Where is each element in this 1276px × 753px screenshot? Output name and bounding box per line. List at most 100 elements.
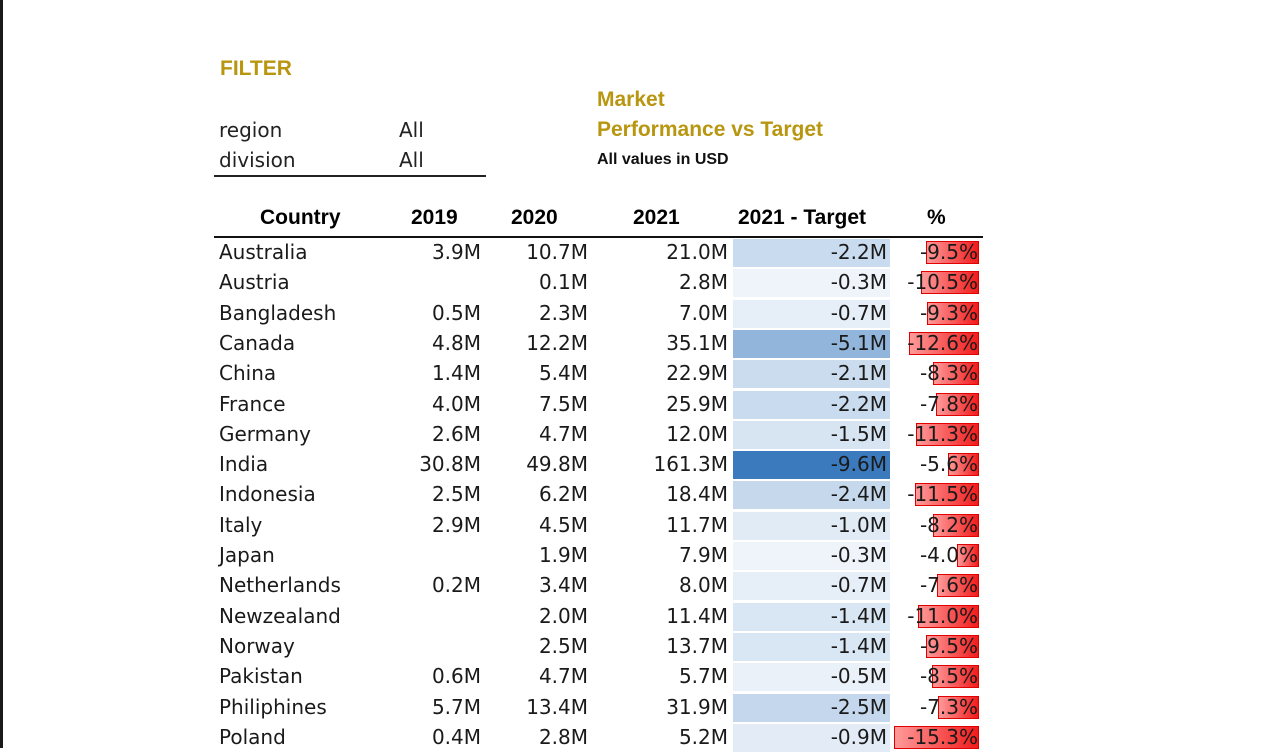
filter-divider: [214, 175, 486, 177]
column-header-country: Country: [260, 206, 341, 229]
cell-pct: -5.6%: [919, 452, 978, 477]
cell-2020: 2.8M: [538, 724, 588, 749]
column-header-2020: 2020: [511, 206, 558, 229]
cell-2019: 3.9M: [431, 240, 481, 264]
cell-pct: -12.6%: [907, 330, 978, 355]
cell-2021: 25.9M: [666, 391, 728, 416]
report-title-line1: Market: [597, 88, 665, 111]
diff-heat-cell: [733, 511, 890, 540]
filter-row-region[interactable]: region All: [219, 118, 449, 146]
cell-pct: -9.3%: [919, 300, 978, 325]
filter-title: FILTER: [220, 57, 292, 80]
cell-2020: 6.2M: [538, 482, 588, 507]
cell-pct: -7.6%: [919, 573, 978, 598]
diff-heat-cell: [733, 420, 890, 449]
diff-heat-cell: [733, 723, 890, 752]
cell-2019: 0.4M: [431, 724, 481, 749]
cell-2020: 5.4M: [538, 361, 588, 386]
cell-2020: 2.5M: [538, 633, 588, 658]
table-row: Italy 2.9M 4.5M 11.7M -1.0M -8.2%: [0, 511, 1000, 541]
column-header-2021: 2021: [633, 206, 680, 229]
pct-data-bar: [947, 453, 979, 477]
cell-country: Netherlands: [219, 573, 341, 598]
cell-2021: 12.0M: [666, 421, 728, 446]
cell-diff: -0.3M: [830, 270, 887, 295]
diff-heat-cell: [733, 390, 890, 419]
cell-diff: -2.2M: [830, 391, 887, 416]
cell-country: France: [219, 391, 286, 416]
table-row: Bangladesh 0.5M 2.3M 7.0M -0.7M -9.3%: [0, 299, 1000, 329]
diff-heat-cell: [733, 269, 890, 298]
cell-diff: -2.4M: [830, 482, 887, 507]
table-row: Japan 1.9M 7.9M -0.3M -4.0%: [0, 541, 1000, 571]
cell-diff: -1.0M: [830, 512, 887, 537]
cell-2020: 4.5M: [538, 512, 588, 537]
cell-2021: 11.7M: [666, 512, 728, 537]
cell-country: Pakistan: [219, 664, 303, 689]
diff-heat-cell: [733, 299, 890, 328]
cell-pct: -4.0%: [919, 543, 978, 567]
diff-heat-cell: [733, 602, 890, 631]
cell-2019: 4.8M: [431, 330, 481, 355]
table-row: Germany 2.6M 4.7M 12.0M -1.5M -11.3%: [0, 420, 1000, 450]
table-row: Pakistan 0.6M 4.7M 5.7M -0.5M -8.5%: [0, 662, 1000, 692]
cell-country: Philiphines: [219, 694, 327, 719]
cell-pct: -9.5%: [919, 240, 978, 264]
cell-diff: -2.5M: [830, 694, 887, 719]
cell-2020: 1.9M: [538, 543, 588, 567]
cell-pct: -11.3%: [907, 421, 978, 446]
cell-2020: 10.7M: [526, 240, 588, 264]
pct-data-bar: [936, 574, 979, 598]
cell-2019: 4.0M: [431, 391, 481, 416]
cell-pct: -11.0%: [907, 603, 978, 628]
filter-row-division[interactable]: division All: [219, 148, 449, 176]
cell-pct: -8.5%: [919, 664, 978, 689]
table-row: Poland 0.4M 2.8M 5.2M -0.9M -15.3%: [0, 723, 1000, 753]
cell-2020: 2.0M: [538, 603, 588, 628]
cell-2020: 2.3M: [538, 300, 588, 325]
cell-country: Austria: [219, 270, 290, 295]
table-row: Norway 2.5M 13.7M -1.4M -9.5%: [0, 632, 1000, 662]
cell-pct: -9.5%: [919, 633, 978, 658]
table-row: Newzealand 2.0M 11.4M -1.4M -11.0%: [0, 602, 1000, 632]
pct-data-bar: [926, 634, 979, 658]
cell-diff: -1.5M: [830, 421, 887, 446]
cell-2020: 49.8M: [526, 452, 588, 477]
cell-2020: 4.7M: [538, 664, 588, 689]
cell-pct: -8.3%: [919, 361, 978, 386]
cell-2021: 13.7M: [666, 633, 728, 658]
cell-country: India: [219, 452, 269, 477]
pct-data-bar: [920, 271, 979, 295]
cell-2020: 12.2M: [526, 330, 588, 355]
table-row: Austria 0.1M 2.8M -0.3M -10.5%: [0, 268, 1000, 298]
filter-value-division[interactable]: All: [399, 148, 424, 172]
pct-data-bar: [915, 483, 979, 507]
diff-heat-cell: [733, 572, 890, 601]
cell-diff: -1.4M: [830, 603, 887, 628]
cell-2021: 8.0M: [678, 573, 728, 598]
cell-country: Newzealand: [219, 603, 341, 628]
cell-diff: -2.2M: [830, 240, 887, 264]
cell-2020: 0.1M: [538, 270, 588, 295]
cell-pct: -8.2%: [919, 512, 978, 537]
table-row: France 4.0M 7.5M 25.9M -2.2M -7.8%: [0, 390, 1000, 420]
diff-heat-cell: [733, 329, 890, 358]
filter-value-region[interactable]: All: [399, 118, 424, 142]
report-title-line2: Performance vs Target: [597, 118, 824, 141]
cell-2021: 5.2M: [678, 724, 728, 749]
cell-diff: -0.9M: [830, 724, 887, 749]
cell-country: Australia: [219, 240, 308, 264]
cell-2020: 3.4M: [538, 573, 588, 598]
diff-heat-cell: [733, 360, 890, 389]
pct-data-bar: [935, 392, 979, 416]
window-left-border: [0, 0, 3, 748]
cell-diff: -9.6M: [830, 452, 887, 477]
cell-2019: 2.6M: [431, 421, 481, 446]
cell-diff: -0.7M: [830, 300, 887, 325]
pct-data-bar: [926, 241, 979, 264]
cell-2021: 161.3M: [653, 452, 728, 477]
diff-heat-cell: [733, 693, 890, 722]
cell-2021: 11.4M: [666, 603, 728, 628]
table-row: Indonesia 2.5M 6.2M 18.4M -2.4M -11.5%: [0, 480, 1000, 510]
cell-country: Japan: [219, 543, 275, 567]
